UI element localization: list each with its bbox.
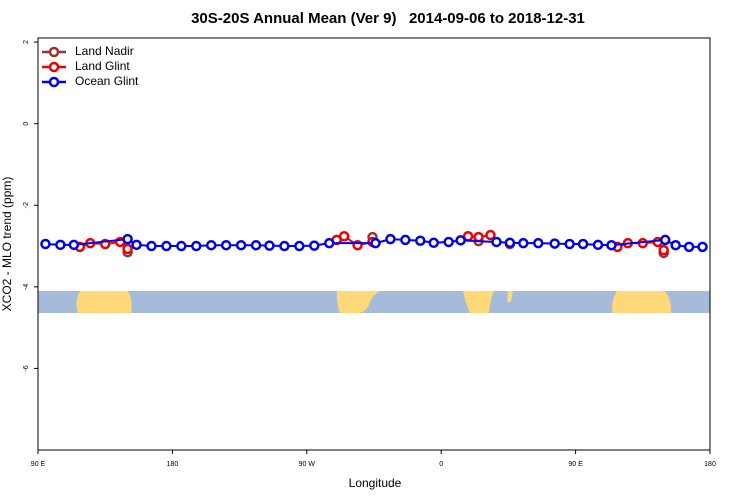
data-point	[564, 238, 575, 250]
x-tick-label: 90 E	[31, 461, 46, 468]
data-point	[309, 240, 320, 251]
map-strip	[38, 291, 710, 313]
data-point	[191, 240, 202, 252]
data-point	[122, 243, 133, 255]
x-tick-label: 180	[704, 461, 716, 468]
data-point	[670, 239, 681, 251]
y-tick-label: 0	[23, 122, 30, 126]
y-axis-label: XCO2 - MLO trend (ppm)	[0, 177, 14, 312]
data-point	[338, 230, 350, 242]
chart-title: 30S-20S Annual Mean (Ver 9) 2014-09-06 t…	[191, 10, 585, 27]
data-point	[491, 236, 502, 248]
data-point	[697, 241, 708, 253]
data-point	[659, 234, 671, 246]
y-tick-label: 2	[23, 40, 30, 44]
x-tick-label: 0	[439, 461, 443, 468]
x-tick-label: 90 E	[568, 461, 583, 468]
y-tick-label: -6	[23, 365, 30, 371]
data-point	[146, 240, 157, 252]
data-point	[606, 239, 617, 251]
data-point	[294, 240, 305, 252]
data-point	[68, 239, 80, 251]
data-point	[323, 237, 335, 249]
data-point	[55, 239, 66, 251]
legend-marker	[48, 46, 60, 58]
plot-frame	[37, 37, 711, 451]
legend-label: Land Nadir	[75, 44, 134, 58]
data-point	[235, 239, 247, 251]
data-point	[428, 237, 439, 249]
data-point	[683, 241, 695, 253]
data-point	[473, 231, 484, 243]
data-point	[370, 237, 381, 249]
data-point	[205, 239, 217, 251]
data-point	[385, 233, 396, 245]
data-point	[455, 235, 466, 246]
x-axis-label: Longitude	[349, 476, 402, 490]
data-point	[400, 234, 411, 246]
x-tick-label: 90 W	[299, 461, 316, 468]
legend-label: Land Glint	[75, 59, 130, 73]
data-point	[250, 239, 262, 251]
data-point	[264, 240, 275, 251]
data-point	[533, 237, 544, 249]
y-tick-label: -4	[23, 284, 30, 290]
y-tick-label: -2	[23, 202, 30, 208]
data-point	[518, 237, 529, 249]
data-point	[220, 239, 232, 251]
data-point	[485, 229, 496, 241]
data-point	[40, 238, 51, 250]
data-point	[122, 233, 133, 245]
data-point	[504, 237, 516, 249]
data-point	[131, 239, 142, 251]
data-point	[279, 240, 290, 252]
data-point	[592, 239, 604, 251]
data-point	[161, 240, 172, 252]
legend-marker	[48, 61, 60, 73]
series-line	[79, 240, 121, 248]
legend-marker	[48, 76, 60, 88]
data-point	[176, 240, 187, 252]
legend-label: Ocean Glint	[75, 74, 139, 88]
data-point	[415, 235, 426, 246]
data-point	[658, 244, 669, 256]
x-tick-label: 180	[167, 461, 179, 468]
data-point	[549, 238, 560, 249]
data-point	[577, 238, 589, 250]
data-point	[443, 236, 454, 248]
